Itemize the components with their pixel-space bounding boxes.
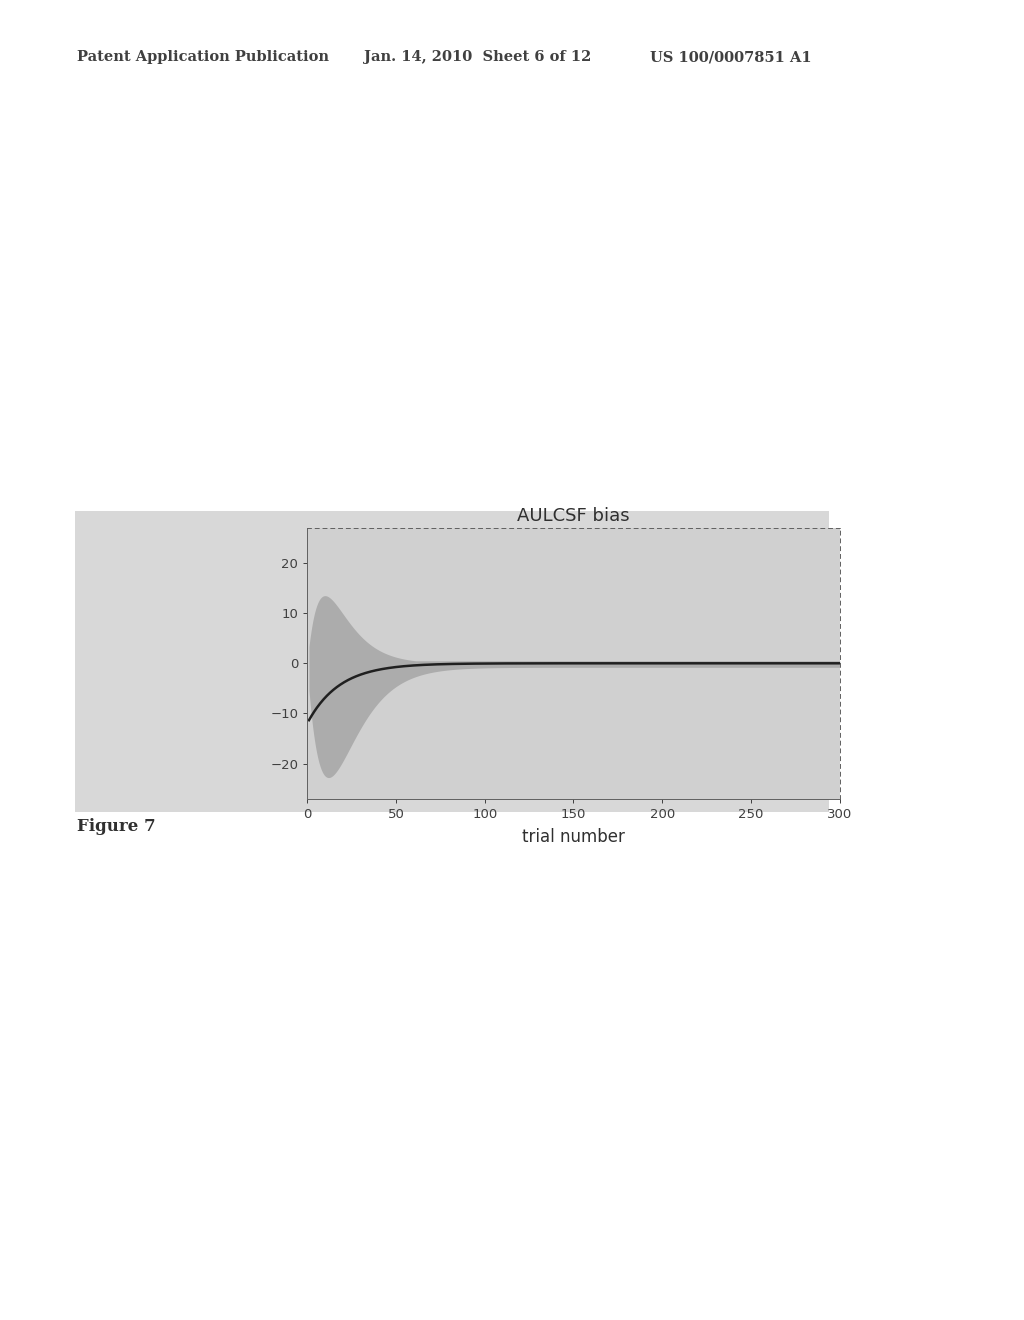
Text: Patent Application Publication: Patent Application Publication bbox=[77, 50, 329, 65]
X-axis label: trial number: trial number bbox=[522, 828, 625, 846]
Text: Figure 7: Figure 7 bbox=[77, 818, 156, 836]
Text: Jan. 14, 2010  Sheet 6 of 12: Jan. 14, 2010 Sheet 6 of 12 bbox=[364, 50, 591, 65]
Title: AULCSF bias: AULCSF bias bbox=[517, 507, 630, 525]
Text: US 100/0007851 A1: US 100/0007851 A1 bbox=[650, 50, 812, 65]
